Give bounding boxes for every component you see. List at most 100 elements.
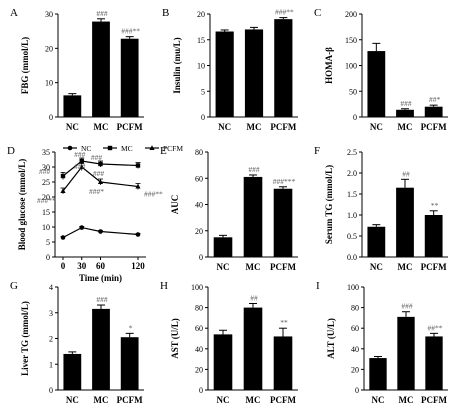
- bar-mc: [243, 307, 263, 390]
- panel-I: 0 20 40 60 80 100 ALT (U/L) I NC MC ### PCFM ##**: [316, 280, 448, 405]
- y-tick-label: 150: [345, 36, 357, 45]
- bar-pcfm: [120, 337, 139, 390]
- y-tick-label: 10: [197, 62, 205, 71]
- y-tick-label: 15: [42, 208, 50, 217]
- category-label: MC: [94, 122, 109, 132]
- y-axis-label: Serum TG (mmol/L): [324, 165, 334, 244]
- y-tick-label: 0.5: [347, 232, 357, 241]
- panel-letter: F: [314, 145, 320, 157]
- y-tick-label: 30: [45, 10, 53, 19]
- bar-mc: [244, 29, 264, 118]
- data-point-nc: [98, 229, 103, 234]
- category-label: MC: [398, 122, 413, 132]
- y-tick-label: 100: [345, 62, 357, 71]
- y-tick-label: 25: [42, 178, 50, 187]
- bar-mc: [397, 316, 415, 390]
- y-tick-label: 1: [49, 360, 53, 369]
- significance-label: ###***: [273, 177, 296, 186]
- category-label: PCFM: [421, 262, 447, 272]
- category-label: NC: [370, 262, 383, 272]
- panel-letter: D: [7, 145, 15, 157]
- y-tick-label: 4: [49, 283, 53, 292]
- x-tick-label: 30: [77, 261, 87, 271]
- bar-mc: [243, 176, 263, 257]
- bar-pcfm: [273, 188, 293, 257]
- panel-letter: H: [160, 280, 168, 292]
- category-label: PCFM: [270, 395, 296, 405]
- y-tick-label: 0: [49, 386, 53, 395]
- significance-label: *: [129, 323, 133, 332]
- bar-nc: [215, 31, 234, 117]
- category-label: MC: [94, 395, 109, 405]
- y-axis-label: ALT (U/L): [326, 318, 336, 359]
- category-label: PCFM: [421, 122, 447, 132]
- category-label: MC: [246, 395, 261, 405]
- y-axis-label: HOMA-β: [324, 47, 334, 84]
- y-tick-label: 40: [351, 345, 359, 354]
- category-label: NC: [217, 262, 230, 272]
- x-tick-label: 120: [131, 261, 145, 271]
- x-axis-label: Time (min): [79, 273, 122, 283]
- bar-pcfm: [274, 19, 293, 117]
- category-label: PCFM: [117, 122, 143, 132]
- y-tick-label: 60: [195, 174, 203, 183]
- significance-label: ###: [39, 167, 51, 176]
- y-tick-label: 100: [191, 283, 203, 292]
- bar-pcfm: [273, 336, 293, 390]
- y-tick-label: 0: [199, 386, 203, 395]
- bar-mc: [396, 109, 414, 117]
- y-axis-label: Liver TG (mmol/L): [20, 301, 30, 376]
- significance-label: ###: [96, 295, 108, 304]
- category-label: MC: [399, 395, 414, 405]
- significance-label: ###*: [89, 187, 104, 196]
- category-label: MC: [398, 262, 413, 272]
- significance-label: ###**: [37, 196, 56, 205]
- panel-D: 0 5 10 15 20 25 30 35 Blood glucose (mmol/L)D 0 30…: [7, 144, 183, 283]
- bar-nc: [367, 51, 386, 117]
- legend-label: MC: [121, 144, 133, 153]
- y-tick-label: 80: [195, 304, 203, 313]
- y-tick-label: 60: [351, 324, 359, 333]
- y-tick-label: 15: [197, 36, 205, 45]
- significance-label: ###: [93, 169, 105, 178]
- y-axis-label: Insulin (mu/L): [172, 37, 182, 93]
- category-label: NC: [218, 122, 231, 132]
- y-tick-label: 3: [49, 309, 53, 318]
- y-tick-label: 20: [197, 10, 205, 19]
- panel-letter: I: [316, 280, 320, 292]
- y-tick-label: 0: [199, 253, 203, 262]
- panel-letter: G: [10, 280, 18, 292]
- series-line-pcfm: [62, 166, 139, 192]
- bar-nc: [63, 95, 82, 117]
- y-tick-label: 80: [195, 148, 203, 157]
- bar-mc: [396, 187, 414, 257]
- data-point-nc: [79, 225, 85, 230]
- significance-label: ##**: [428, 323, 443, 332]
- y-tick-label: 10: [45, 79, 53, 88]
- y-tick-label: 1.5: [347, 190, 357, 199]
- y-tick-label: 20: [195, 227, 203, 236]
- y-tick-label: 20: [195, 365, 203, 374]
- y-tick-label: 5: [46, 238, 50, 247]
- legend-label: NC: [81, 144, 91, 153]
- category-label: PCFM: [270, 262, 296, 272]
- y-tick-label: 20: [351, 365, 359, 374]
- data-point-pcfm: [135, 183, 141, 189]
- y-tick-label: 2.0: [347, 169, 357, 178]
- category-label: NC: [66, 395, 79, 405]
- significance-label: ###: [91, 153, 103, 162]
- data-point-mc: [98, 161, 103, 167]
- bar-mc: [92, 21, 110, 118]
- significance-label: **: [431, 201, 439, 210]
- legend-marker: [67, 145, 73, 151]
- category-label: NC: [66, 122, 79, 132]
- significance-label: ##: [250, 293, 258, 302]
- category-label: NC: [370, 122, 383, 132]
- panel-E: 0 20 40 60 80 AUC E NC MC ### PCFM ###***: [160, 145, 298, 272]
- category-label: NC: [372, 395, 385, 405]
- significance-label: ###**: [144, 190, 163, 199]
- y-tick-label: 10: [42, 223, 50, 232]
- panel-C: 0 50 100 150 200 HOMA-β C NC MC ### PCFM ##*: [314, 7, 448, 132]
- y-tick-label: 0: [355, 386, 359, 395]
- panel-F: 0.0 0.5 1.0 1.5 2.0 2.5 Serum TG (mmol/L) F NC MC…: [314, 145, 448, 272]
